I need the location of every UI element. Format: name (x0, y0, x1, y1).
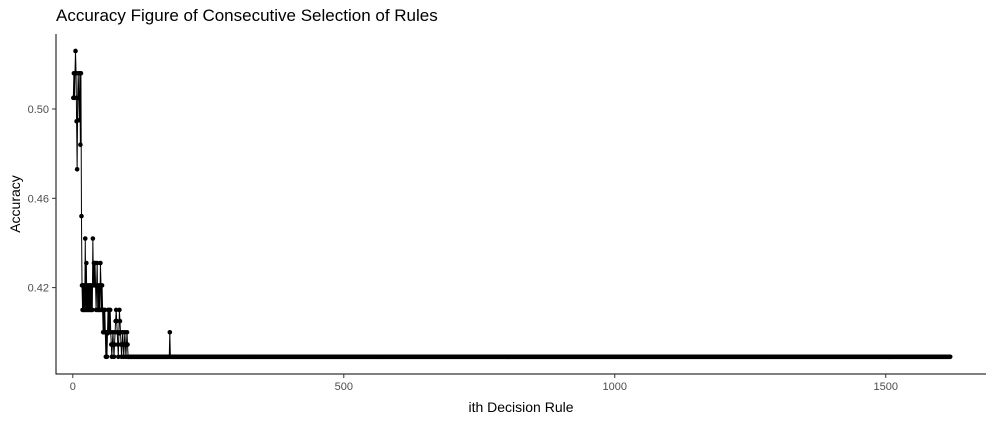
y-tick-label: 0.50 (28, 104, 49, 116)
series-line (72, 50, 951, 358)
data-point (73, 48, 78, 54)
data-point (82, 236, 88, 241)
data-point (102, 307, 108, 313)
data-point (111, 354, 117, 360)
data-point (79, 213, 84, 219)
data-point (112, 342, 117, 347)
data-point (76, 95, 82, 101)
y-tick-label: 0.42 (28, 283, 49, 295)
data-point (99, 283, 105, 288)
data-point (84, 260, 89, 266)
data-point (72, 95, 77, 101)
axis-labels: 0 500 1000 1500 0.42 0.46 0.50 ith Decision Rul… (7, 104, 898, 415)
data-point (124, 329, 130, 335)
x-tick-label: 500 (335, 381, 353, 393)
data-point (78, 142, 83, 148)
x-axis-title: ith Decision Rule (468, 399, 573, 415)
x-tick-label: 1500 (873, 381, 897, 393)
data-point (116, 354, 121, 360)
data-marks (71, 48, 953, 360)
data-point (107, 307, 113, 313)
data-point (94, 260, 100, 266)
data-point (77, 117, 82, 123)
data-point (117, 307, 122, 313)
data-point (98, 260, 103, 266)
chart-title: Accuracy Figure of Consecutive Selection… (56, 6, 438, 25)
y-tick-label: 0.46 (28, 193, 49, 205)
data-point (114, 318, 119, 324)
axes (52, 34, 986, 378)
x-tick-label: 0 (70, 381, 76, 393)
y-axis-title: Accuracy (7, 175, 23, 233)
x-tick-label: 1000 (603, 381, 627, 393)
data-point (115, 342, 121, 347)
data-point (117, 318, 123, 324)
data-point (81, 283, 87, 288)
data-point (947, 354, 953, 360)
data-point (104, 354, 110, 360)
data-point (125, 342, 130, 347)
data-point (113, 307, 119, 313)
data-point (90, 236, 96, 241)
data-point (74, 166, 80, 172)
data-point (78, 70, 84, 76)
data-point (167, 329, 173, 335)
data-point (90, 307, 95, 313)
